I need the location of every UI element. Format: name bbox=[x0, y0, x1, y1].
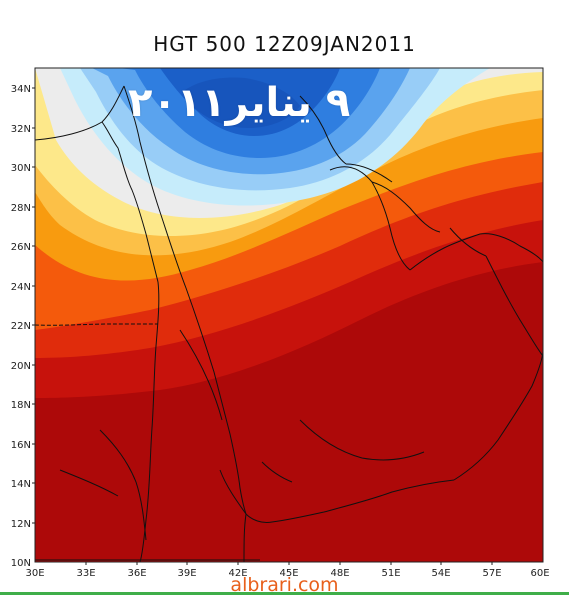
lat-ticks bbox=[32, 87, 35, 524]
lon-label-57e: 57E bbox=[482, 568, 501, 579]
band-1-core bbox=[185, 77, 300, 128]
lat-label-16n: 16N bbox=[11, 440, 31, 451]
watermark: albrari.com bbox=[230, 574, 339, 596]
lat-label-30n: 30N bbox=[11, 163, 31, 174]
lat-label-18n: 18N bbox=[11, 400, 31, 411]
lon-label-36e: 36E bbox=[127, 568, 146, 579]
lon-label-33e: 33E bbox=[76, 568, 95, 579]
lat-label-32n: 32N bbox=[11, 124, 31, 135]
lon-label-51e: 51E bbox=[381, 568, 400, 579]
lat-label-12n: 12N bbox=[11, 519, 31, 530]
lat-label-10n: 10N bbox=[11, 558, 31, 569]
date-overlay-text: ٩ يناير٢٠١١ bbox=[128, 80, 351, 126]
lon-ticks bbox=[85, 562, 493, 565]
lat-label-20n: 20N bbox=[11, 361, 31, 372]
map-title: HGT 500 12Z09JAN2011 bbox=[153, 32, 416, 56]
lat-label-34n: 34N bbox=[11, 84, 31, 95]
lon-label-45e: 45E bbox=[279, 568, 298, 579]
lon-label-60e: 60E bbox=[530, 568, 549, 579]
lon-label-42e: 42E bbox=[228, 568, 247, 579]
lon-axis-labels: 30E 33E 36E 39E 42E 45E 48E 51E 54E 57E … bbox=[25, 568, 549, 579]
lat-label-14n: 14N bbox=[11, 479, 31, 490]
coastlines bbox=[35, 85, 543, 562]
lon-label-48e: 48E bbox=[330, 568, 349, 579]
contour-bands bbox=[35, 68, 543, 562]
bottom-rule bbox=[0, 592, 569, 595]
lat-label-28n: 28N bbox=[11, 203, 31, 214]
lat-axis-labels: 34N 32N 30N 28N 26N 24N 22N 20N 18N 16N … bbox=[11, 84, 31, 569]
lat-label-26n: 26N bbox=[11, 242, 31, 253]
lon-label-30e: 30E bbox=[25, 568, 44, 579]
lat-label-22n: 22N bbox=[11, 321, 31, 332]
lon-label-54e: 54E bbox=[431, 568, 450, 579]
lat-label-24n: 24N bbox=[11, 282, 31, 293]
lon-label-39e: 39E bbox=[177, 568, 196, 579]
